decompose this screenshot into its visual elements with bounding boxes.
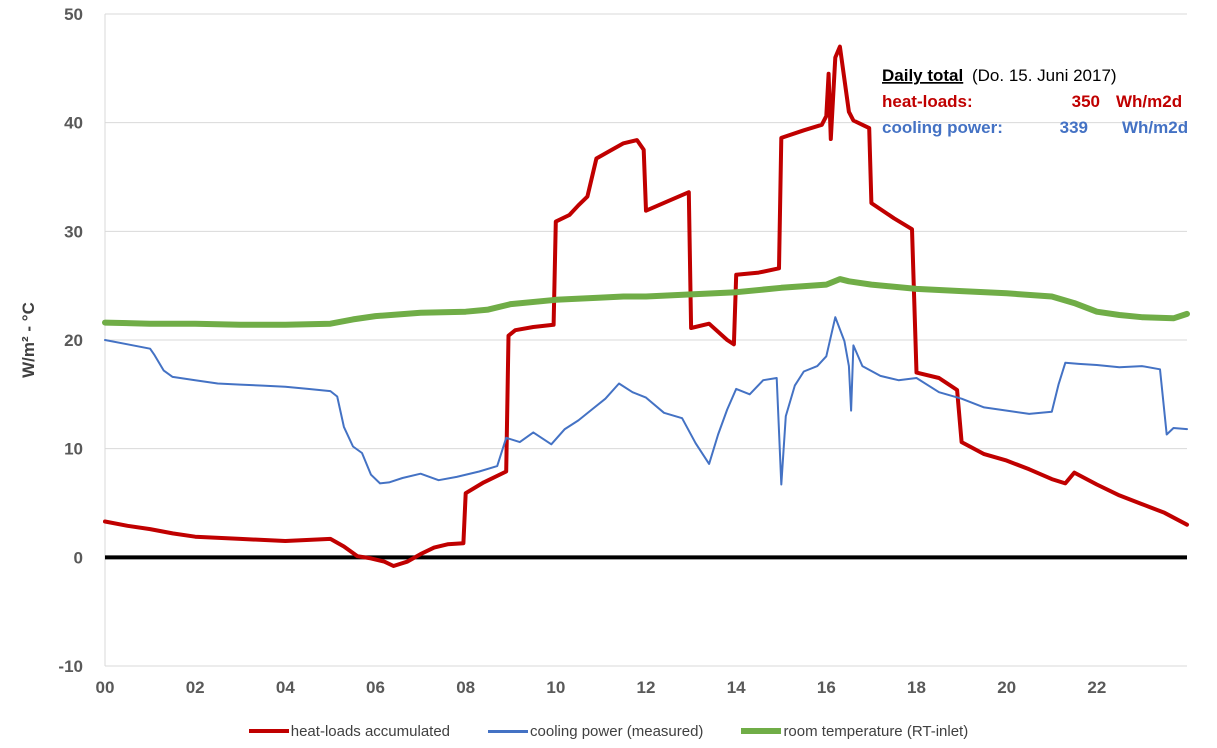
x-tick-label: 02 <box>186 678 205 697</box>
y-axis-label: W/m² - °C <box>19 302 38 378</box>
x-tick-label: 08 <box>456 678 475 697</box>
heat-unit: Wh/m2d <box>1116 92 1182 111</box>
legend-swatch-cooling-power <box>488 729 529 733</box>
y-axis-ticks: -10 0 10 20 30 40 50 <box>58 5 83 676</box>
y-tick-label: -10 <box>58 657 83 676</box>
y-tick-label: 40 <box>64 114 83 133</box>
x-tick-label: 06 <box>366 678 385 697</box>
cooling-unit: Wh/m2d <box>1122 118 1188 137</box>
x-tick-label: 10 <box>546 678 565 697</box>
annotation-title-line: Daily total (Do. 15. Juni 2017) <box>882 66 1117 85</box>
daily-total-annotation: Daily total (Do. 15. Juni 2017) heat-loa… <box>882 66 1188 137</box>
annotation-title: Daily total <box>882 66 963 85</box>
x-tick-label: 14 <box>727 678 746 697</box>
x-tick-label: 12 <box>637 678 656 697</box>
legend-swatch-heat-loads <box>248 729 289 733</box>
legend-item-room-temperature: room temperature (RT-inlet) <box>741 723 968 740</box>
x-tick-label: 22 <box>1087 678 1106 697</box>
x-tick-label: 04 <box>276 678 295 697</box>
series-heat-loads <box>103 44 1189 568</box>
x-tick-label: 00 <box>96 678 115 697</box>
y-tick-label: 30 <box>64 222 83 241</box>
legend-label-heat-loads: heat-loads accumulated <box>290 722 451 740</box>
legend-item-cooling-power: cooling power (measured) <box>488 723 703 740</box>
annotation-date: (Do. 15. Juni 2017) <box>972 66 1117 85</box>
series-cooling-power <box>104 316 1188 486</box>
x-axis-ticks: 00 02 04 06 08 10 12 14 16 18 20 22 <box>96 678 1107 697</box>
series-room-temperature <box>102 276 1190 328</box>
x-tick-label: 20 <box>997 678 1016 697</box>
legend-item-heat-loads: heat-loads accumulated <box>248 722 451 740</box>
y-tick-label: 50 <box>64 5 83 24</box>
chart-legend: heat-loads accumulated cooling power (me… <box>0 718 1217 744</box>
x-tick-label: 18 <box>907 678 926 697</box>
cooling-label: cooling power: <box>882 118 1003 137</box>
legend-label-cooling-power: cooling power (measured) <box>530 722 704 740</box>
heat-label: heat-loads: <box>882 92 973 111</box>
heat-value: 350 <box>1072 92 1100 111</box>
data-series <box>102 44 1190 568</box>
y-tick-label: 20 <box>64 331 83 350</box>
y-tick-label: 10 <box>64 440 83 459</box>
y-tick-label: 0 <box>74 548 83 567</box>
x-tick-label: 16 <box>817 678 836 697</box>
gridlines <box>104 13 1187 667</box>
legend-label-room-temperature: room temperature (RT-inlet) <box>783 722 969 740</box>
cooling-value: 339 <box>1060 118 1088 137</box>
legend-swatch-room-temperature <box>741 728 782 734</box>
